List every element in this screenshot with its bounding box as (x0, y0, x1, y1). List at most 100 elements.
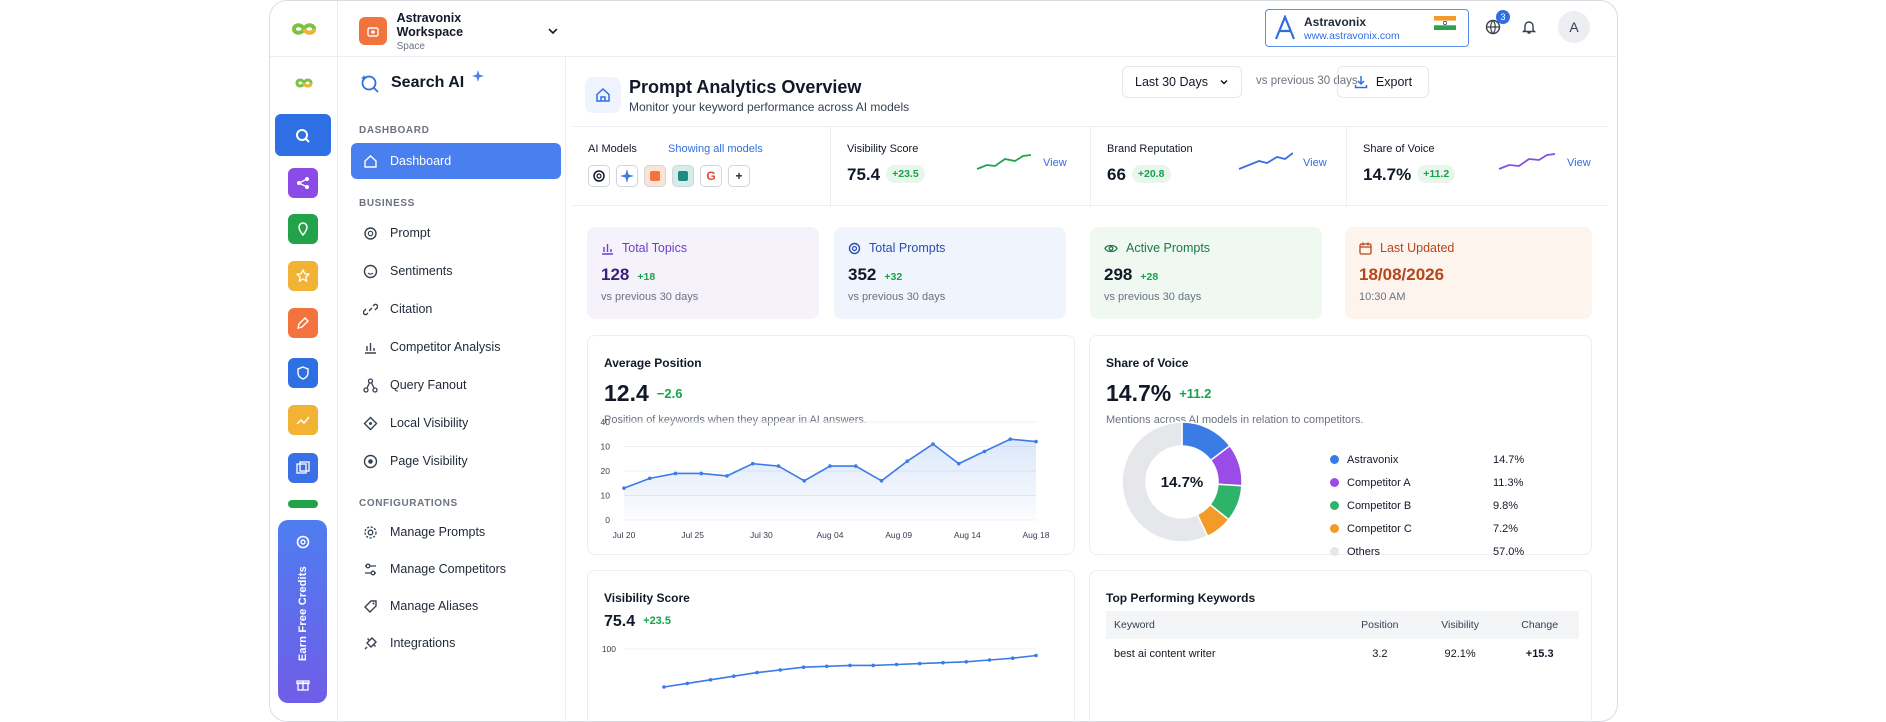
kpi-label: Last Updated (1380, 241, 1455, 255)
earn-credits-button[interactable]: Earn Free Credits (278, 520, 327, 703)
tenant-name: Astravonix (1304, 14, 1367, 29)
header-divider (270, 56, 1617, 57)
visibility-cell: 92.1% (1444, 648, 1476, 660)
rail-share-button[interactable] (288, 168, 318, 198)
legend-item[interactable]: Others 57.0% (1330, 540, 1550, 563)
legend-label: Competitor B (1347, 499, 1412, 512)
nav-item-integrations[interactable]: Integrations (351, 625, 561, 661)
openai-icon (364, 226, 377, 240)
card-title: Share of Voice (1106, 356, 1189, 370)
x-tick-label: Aug 04 (817, 530, 844, 540)
avatar[interactable]: A (1558, 11, 1590, 43)
notifications-button[interactable] (1516, 14, 1542, 40)
rail-trend-button[interactable] (288, 405, 318, 435)
nav-item-label: Prompt (390, 226, 431, 240)
kpi-total-prompts[interactable]: Total Prompts 352 +32 vs previous 30 days (834, 227, 1066, 319)
rail-shield-button[interactable] (288, 358, 318, 388)
legend-swatch (1330, 524, 1339, 533)
perplexity-model-icon[interactable] (672, 165, 694, 187)
globe-button[interactable]: 3 (1480, 10, 1510, 40)
metric-value: 75.4 +23.5 (847, 165, 925, 185)
legend-swatch (1330, 455, 1339, 464)
column-header[interactable]: Position (1339, 611, 1420, 639)
export-button[interactable]: Export (1337, 66, 1429, 98)
metric-delta: +20.8 (1131, 165, 1171, 183)
ai-models-label: AI Models (588, 143, 637, 155)
card-sub: Position of keywords when they appear in… (604, 414, 867, 426)
claude-model-icon[interactable] (644, 165, 666, 187)
date-range-select[interactable]: Last 30 Days (1122, 66, 1242, 98)
table-row[interactable]: best ai content writer 3.2 92.1% +15.3 (1106, 639, 1579, 669)
nav-item-citation[interactable]: Citation (351, 291, 561, 327)
rail-search-button[interactable] (275, 114, 331, 156)
export-label: Export (1375, 75, 1413, 89)
y-tick-label: 20 (601, 466, 611, 476)
openai-icon (296, 535, 309, 549)
search-sparkle-icon (361, 75, 379, 93)
data-point (848, 663, 852, 668)
metrics-strip: AI Models Showing all models G + Visibil… (572, 126, 1608, 207)
calendar-icon (1359, 242, 1372, 255)
legend-item[interactable]: Competitor A 11.3% (1330, 471, 1550, 494)
gemini-model-icon[interactable] (616, 165, 638, 187)
infinity-logo-icon[interactable] (284, 15, 324, 43)
rail-gallery-button[interactable] (288, 453, 318, 483)
nav-item-page-visibility[interactable]: Page Visibility (351, 443, 561, 479)
model-icons: G + (588, 165, 750, 187)
average-position-card: Average Position 12.4 −2.6 Position of ke… (587, 335, 1075, 555)
star-icon (296, 269, 310, 283)
legend-item[interactable]: Competitor B 9.8% (1330, 494, 1550, 517)
download-icon (1354, 76, 1368, 89)
rail-edit-button[interactable] (288, 308, 318, 338)
metric-view-link[interactable]: View (1043, 157, 1067, 169)
nav-item-dashboard[interactable]: Dashboard (351, 143, 561, 179)
nav-item-manage-competitors[interactable]: Manage Competitors (351, 551, 561, 587)
kpi-sub: vs previous 30 days (1104, 291, 1202, 303)
visibility-sparkline (976, 154, 1031, 170)
legend-swatch (1330, 501, 1339, 510)
showing-models-link[interactable]: Showing all models (668, 143, 763, 155)
kpi-last-updated[interactable]: Last Updated 18/08/2026 10:30 AM (1345, 227, 1592, 319)
nav-item-competitor-analysis[interactable]: Competitor Analysis (351, 329, 561, 365)
kpi-label: Total Prompts (869, 241, 946, 255)
column-header[interactable]: Visibility (1419, 611, 1501, 639)
data-point (685, 681, 690, 686)
column-header[interactable]: Change (1500, 611, 1579, 639)
legend-label: Competitor C (1347, 522, 1412, 535)
visibility-score-card: Visibility Score 75.4 +23.5 100 (587, 570, 1075, 721)
plug-icon (364, 636, 377, 649)
legend-item[interactable]: Astravonix 14.7% (1330, 448, 1550, 471)
nav-item-manage-prompts[interactable]: Manage Prompts (351, 514, 561, 550)
rail-location-button[interactable] (288, 214, 318, 244)
main-content: Prompt Analytics Overview Monitor your k… (565, 57, 1617, 721)
kpi-total-topics[interactable]: Total Topics 128 +18 vs previous 30 days (587, 227, 819, 319)
metric-view-link[interactable]: View (1567, 157, 1591, 169)
openai-model-icon[interactable] (588, 165, 610, 187)
nav-item-sentiments[interactable]: Sentiments (351, 253, 561, 289)
nav-item-query-fanout[interactable]: Query Fanout (351, 367, 561, 403)
rail-next-button[interactable] (288, 500, 318, 508)
shield-pin-icon (297, 366, 309, 380)
tenant-card[interactable]: Astravonix www.astravonix.com (1265, 9, 1469, 47)
nav-item-prompt[interactable]: Prompt (351, 215, 561, 251)
rail-star-button[interactable] (288, 261, 318, 291)
gift-icon (295, 680, 310, 691)
add-model-button[interactable]: + (728, 165, 750, 187)
nav-item-manage-aliases[interactable]: Manage Aliases (351, 588, 561, 624)
metric-value: 14.7% +11.2 (1363, 165, 1456, 185)
data-point (982, 449, 987, 454)
card-value: 14.7% +11.2 (1106, 380, 1212, 406)
workspace-switcher[interactable]: Astravonix Workspace Space (359, 11, 559, 52)
change-cell: +15.3 (1525, 648, 1554, 660)
nav-item-local-visibility[interactable]: Local Visibility (351, 405, 561, 441)
kpi-active-prompts[interactable]: Active Prompts 298 +28 vs previous 30 day… (1090, 227, 1322, 319)
metric-view-link[interactable]: View (1303, 157, 1327, 169)
data-point (879, 479, 884, 483)
globe-icon (1485, 19, 1501, 35)
column-header[interactable]: Keyword (1106, 611, 1340, 639)
google-model-icon[interactable]: G (700, 165, 722, 187)
metric-label: Visibility Score (847, 143, 919, 155)
nav-item-label: Manage Prompts (390, 525, 486, 539)
legend-item[interactable]: Competitor C 7.2% (1330, 517, 1550, 540)
diamond-icon (363, 416, 378, 430)
